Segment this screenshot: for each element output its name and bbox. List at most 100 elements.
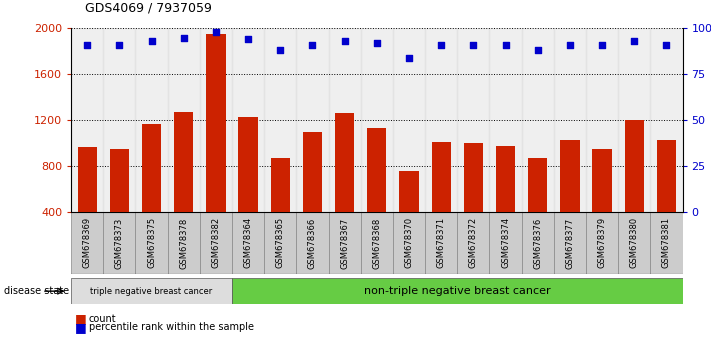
Text: GSM678373: GSM678373: [115, 217, 124, 269]
Text: count: count: [89, 314, 117, 324]
Bar: [618, 212, 651, 274]
Text: triple negative breast cancer: triple negative breast cancer: [90, 287, 213, 296]
Bar: [71, 28, 103, 212]
Bar: [136, 212, 168, 274]
Bar: [232, 28, 264, 212]
Text: GSM678375: GSM678375: [147, 217, 156, 268]
Bar: [393, 28, 425, 212]
Bar: [303, 132, 322, 212]
Bar: [457, 212, 489, 274]
Bar: [522, 28, 554, 212]
Point: [339, 38, 351, 44]
Bar: [625, 120, 644, 212]
Bar: [651, 212, 683, 274]
Point: [178, 35, 189, 40]
Bar: [432, 142, 451, 212]
Text: ■: ■: [75, 312, 87, 325]
Point: [629, 38, 640, 44]
Bar: [264, 212, 296, 274]
Bar: [103, 212, 136, 274]
Bar: [168, 28, 200, 212]
Point: [146, 38, 157, 44]
Bar: [528, 158, 547, 212]
Bar: [109, 149, 129, 212]
Point: [242, 36, 254, 42]
Bar: [360, 212, 393, 274]
Point: [597, 42, 608, 48]
Bar: [200, 28, 232, 212]
Bar: [554, 28, 586, 212]
Point: [210, 29, 222, 35]
Bar: [296, 28, 328, 212]
Bar: [522, 212, 554, 274]
Text: GSM678371: GSM678371: [437, 217, 446, 268]
Bar: [296, 212, 328, 274]
Bar: [328, 28, 360, 212]
Point: [468, 42, 479, 48]
Text: GSM678376: GSM678376: [533, 217, 542, 269]
Bar: [360, 28, 393, 212]
Bar: [232, 212, 264, 274]
Text: GSM678380: GSM678380: [630, 217, 638, 268]
Text: GSM678367: GSM678367: [340, 217, 349, 269]
Point: [274, 47, 286, 53]
Bar: [174, 112, 193, 212]
Point: [500, 42, 511, 48]
Point: [114, 42, 125, 48]
Bar: [586, 212, 618, 274]
Bar: [264, 28, 296, 212]
Text: GSM678366: GSM678366: [308, 217, 317, 269]
Bar: [142, 124, 161, 212]
Text: GSM678370: GSM678370: [405, 217, 414, 268]
Text: GSM678377: GSM678377: [565, 217, 574, 269]
Bar: [464, 143, 483, 212]
Bar: [103, 28, 136, 212]
Point: [436, 42, 447, 48]
Text: GSM678382: GSM678382: [211, 217, 220, 268]
Text: GSM678369: GSM678369: [82, 217, 92, 268]
Bar: [651, 28, 683, 212]
Bar: [586, 28, 618, 212]
Text: percentile rank within the sample: percentile rank within the sample: [89, 322, 254, 332]
Bar: [206, 34, 225, 212]
Text: GSM678381: GSM678381: [662, 217, 671, 268]
Bar: [425, 212, 457, 274]
Text: GSM678378: GSM678378: [179, 217, 188, 269]
Text: GSM678364: GSM678364: [244, 217, 252, 268]
Bar: [425, 28, 457, 212]
Bar: [71, 212, 103, 274]
Bar: [618, 28, 651, 212]
Bar: [489, 212, 522, 274]
Bar: [496, 146, 515, 212]
Point: [306, 42, 318, 48]
Bar: [271, 158, 290, 212]
Text: non-triple negative breast cancer: non-triple negative breast cancer: [364, 286, 550, 296]
Point: [82, 42, 93, 48]
Bar: [136, 28, 168, 212]
Text: GSM678372: GSM678372: [469, 217, 478, 268]
Bar: [560, 140, 579, 212]
Point: [661, 42, 672, 48]
Bar: [592, 149, 611, 212]
Point: [371, 40, 383, 46]
Bar: [367, 129, 387, 212]
Text: GSM678374: GSM678374: [501, 217, 510, 268]
Text: GSM678368: GSM678368: [373, 217, 381, 269]
Bar: [457, 28, 489, 212]
Bar: [328, 212, 360, 274]
Bar: [489, 28, 522, 212]
Bar: [393, 212, 425, 274]
Bar: [657, 140, 676, 212]
Bar: [238, 117, 258, 212]
Point: [565, 42, 576, 48]
Bar: [71, 278, 232, 304]
Text: GSM678379: GSM678379: [598, 217, 606, 268]
Bar: [400, 171, 419, 212]
Text: ■: ■: [75, 321, 87, 334]
Point: [403, 55, 415, 61]
Bar: [77, 147, 97, 212]
Bar: [200, 212, 232, 274]
Bar: [554, 212, 586, 274]
Text: GDS4069 / 7937059: GDS4069 / 7937059: [85, 1, 212, 14]
Bar: [168, 212, 200, 274]
